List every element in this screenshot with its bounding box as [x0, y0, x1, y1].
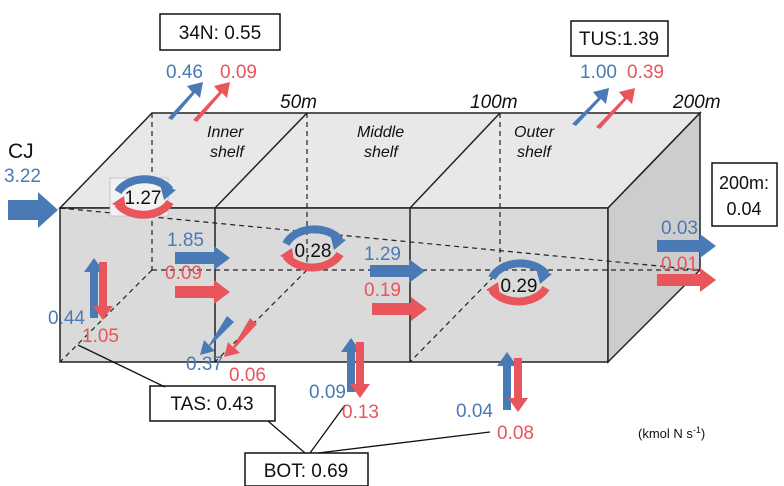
cj-value: 3.22 [4, 166, 41, 187]
lateral-middle-outer-blue-arrow [370, 259, 425, 283]
middle-shelf-label-1: Middle [357, 124, 404, 141]
bottom-left-red-value: 1.05 [82, 326, 119, 347]
recycle-inner-blue-arc [114, 175, 174, 195]
connector-lines [77, 344, 491, 454]
tus-blue-value: 1.00 [580, 62, 617, 83]
recycle-inner: 1.27 [109, 175, 176, 219]
n34-export-arrows: 0.46 0.09 [166, 62, 257, 122]
cj-inflow-arrow [8, 192, 58, 228]
bottom-outer-red-arrow [508, 358, 528, 412]
bottom-left-blue-value: 0.44 [48, 308, 85, 329]
recycle-outer-red-head [486, 282, 500, 296]
lateral-inner-middle-blue-value: 1.85 [167, 230, 204, 251]
box-34n-label: 34N: 0.55 [179, 23, 261, 44]
recycle-outer: 0.29 [486, 259, 552, 306]
recycle-middle: 0.28 [280, 225, 346, 272]
bottom-tas-blue-arrow [200, 316, 234, 355]
bottom-outer-red-value: 0.08 [497, 423, 534, 444]
n34-red-arrow [193, 82, 230, 122]
box-200m-label-2: 0.04 [726, 199, 761, 219]
bottom-left-blue-arrow [84, 258, 104, 318]
bottom-tas-red-value: 0.06 [229, 365, 266, 386]
bottom-tas-blue-value: 0.37 [186, 354, 223, 375]
bottom-tas-arrows: 0.37 0.06 [186, 316, 266, 386]
recycle-middle-value: 0.28 [295, 241, 332, 262]
lateral-outer-offshore-blue-arrow [657, 234, 716, 258]
recycle-outer-blue-arc [488, 259, 550, 281]
box-200m [711, 162, 778, 227]
n34-blue-value: 0.46 [166, 62, 203, 83]
recycle-inner-value: 1.27 [125, 188, 162, 209]
tus-red-arrow [596, 88, 635, 129]
box-34n [159, 13, 281, 51]
recycle-middle-blue-head [330, 234, 346, 250]
lateral-outer-offshore-red-value: 0.01 [661, 254, 698, 275]
unit-note-close: ) [701, 426, 705, 441]
box-200m-label-1: 200m: [719, 173, 769, 193]
depth-label-50m: 50m [280, 92, 317, 113]
lateral-middle-outer-red-value: 0.19 [364, 280, 401, 301]
n34-red-value: 0.09 [220, 62, 257, 83]
bottom-left-red-arrow [93, 262, 113, 320]
bottom-outer-arrows: 0.04 0.08 [456, 352, 534, 444]
depth-label-100m: 100m [470, 92, 518, 113]
recycle-outer-blue-head [536, 268, 552, 284]
recycle-inner-blue-head [160, 184, 176, 200]
middle-shelf-label-2: shelf [364, 144, 399, 161]
recycle-inner-red-head [112, 196, 126, 210]
depth-label-200m: 200m [672, 92, 721, 113]
lateral-inner-middle-red-arrow [175, 280, 230, 304]
box-tus-label: TUS:1.39 [579, 29, 659, 50]
unit-note-main: (kmol N s [638, 426, 693, 441]
recycle-middle-red-head [280, 248, 294, 262]
recycle-outer-value: 0.29 [501, 276, 538, 297]
divider-50m [214, 112, 308, 362]
recycle-middle-blue-arc [282, 225, 344, 247]
n34-blue-arrow [168, 82, 203, 120]
bottom-middle-red-value: 0.13 [342, 402, 379, 423]
inner-shelf-label-2: shelf [210, 144, 245, 161]
bottom-left-arrows: 0.44 1.05 [48, 258, 119, 347]
bottom-middle-arrows: 0.09 0.13 [309, 338, 379, 423]
bottom-outer-blue-arrow [497, 352, 517, 410]
lateral-inner-middle: 1.85 0.09 [165, 230, 230, 304]
outer-shelf-label-2: shelf [517, 144, 552, 161]
box-tus [570, 20, 669, 57]
box-tas [149, 385, 276, 422]
tus-blue-arrow [572, 88, 609, 126]
tus-red-value: 0.39 [627, 62, 664, 83]
unit-note-sup: -1 [693, 425, 701, 435]
lateral-middle-outer-red-arrow [372, 297, 427, 321]
lateral-outer-offshore-red-arrow [657, 268, 716, 292]
box-tas-label: TAS: 0.43 [170, 394, 253, 415]
cj-label: CJ [8, 140, 34, 163]
box-bot [244, 452, 369, 486]
lateral-middle-outer: 1.29 0.19 [364, 244, 427, 321]
lateral-outer-offshore: 0.03 0.01 [657, 218, 716, 292]
inner-shelf-label-1: Inner [207, 124, 244, 141]
lateral-middle-outer-blue-value: 1.29 [364, 244, 401, 265]
lateral-inner-middle-blue-arrow [175, 246, 230, 270]
bottom-tas-red-arrow [224, 318, 257, 357]
unit-note: (kmol N s-1) [638, 425, 705, 441]
recycle-middle-red-arc [282, 251, 344, 272]
lateral-inner-middle-red-value: 0.09 [165, 263, 202, 284]
recycle-outer-red-arc [488, 285, 550, 306]
tus-export-arrows: 1.00 0.39 [572, 62, 664, 129]
outer-shelf-label-1: Outer [514, 124, 555, 141]
lateral-outer-offshore-blue-value: 0.03 [661, 218, 698, 239]
bottom-middle-red-arrow [350, 342, 370, 398]
bottom-outer-blue-value: 0.04 [456, 401, 493, 422]
bottom-middle-blue-value: 0.09 [309, 382, 346, 403]
box-bot-label: BOT: 0.69 [264, 461, 349, 482]
